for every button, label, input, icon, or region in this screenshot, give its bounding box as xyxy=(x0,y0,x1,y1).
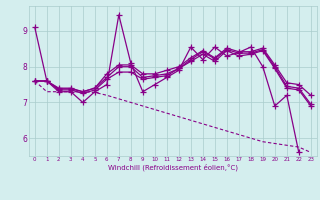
X-axis label: Windchill (Refroidissement éolien,°C): Windchill (Refroidissement éolien,°C) xyxy=(108,164,238,171)
